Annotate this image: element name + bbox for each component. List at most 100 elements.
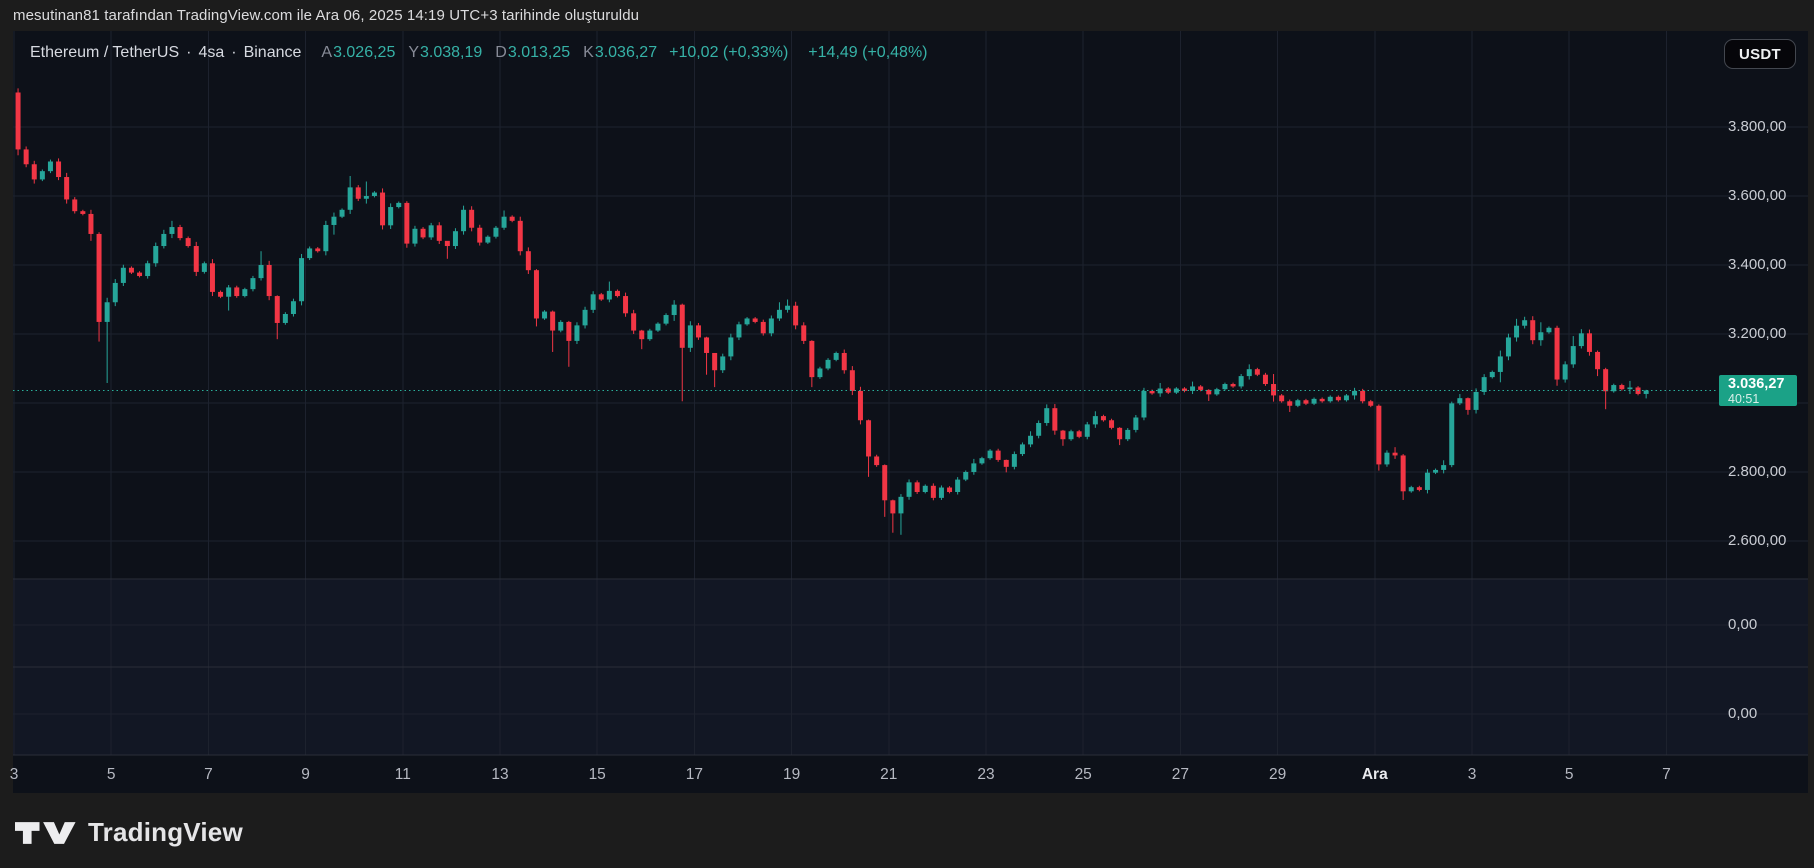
candle-body [614, 290, 620, 297]
candle-body [744, 318, 750, 325]
candle-body [776, 309, 782, 319]
candle-body [1222, 384, 1228, 390]
candle-body [1198, 386, 1204, 390]
candle-body [1230, 384, 1236, 387]
candle-body [47, 161, 53, 172]
separator-dot: · [186, 44, 192, 61]
candle-body [1505, 337, 1511, 357]
candle-body [1376, 405, 1382, 465]
candle-body [469, 209, 475, 228]
candle-body [1586, 333, 1592, 352]
time-axis-label: 3 [9, 766, 19, 783]
indicator-pane-1 [13, 579, 1808, 667]
candle-body [444, 240, 450, 247]
candle-body [80, 211, 86, 214]
candle-body [785, 305, 791, 310]
candle-body [1489, 371, 1495, 378]
candle-body [145, 263, 151, 277]
chart-frame: Ethereum / TetherUS · 4sa · Binance A3.0… [10, 31, 1808, 793]
candle-body [655, 323, 661, 331]
candle-body [1271, 384, 1277, 396]
price-axis-label: 2.800,00 [1728, 463, 1787, 480]
candle-body [825, 359, 831, 369]
candle-body [15, 92, 21, 150]
ohlc-value: 3.026,25 [333, 44, 396, 61]
price-axis-label: 3.800,00 [1728, 118, 1787, 135]
sub-pane-value-label: 0,00 [1728, 616, 1758, 633]
candle-body [315, 248, 321, 252]
candle-body [1279, 395, 1285, 402]
candle-body [1392, 452, 1398, 456]
time-axis-label: 7 [1662, 766, 1671, 783]
time-axis-label: 15 [588, 766, 606, 783]
time-axis-label: 3 [1467, 766, 1477, 783]
candle-body [857, 390, 863, 421]
candle-body [112, 282, 118, 303]
candle-body [1295, 400, 1301, 406]
candle-body [1619, 385, 1625, 390]
candle-body [1481, 377, 1487, 392]
candle-body [290, 301, 296, 314]
candle-body [801, 325, 807, 341]
candle-body [768, 318, 774, 334]
currency-button[interactable]: USDT [1724, 39, 1796, 69]
candle-body [209, 263, 215, 292]
chart-legend: Ethereum / TetherUS · 4sa · Binance A3.0… [30, 44, 928, 62]
tradingview-logo[interactable]: TradingView [15, 817, 243, 848]
candle-body [153, 246, 159, 264]
candle-body [1125, 429, 1131, 440]
candle-body [1546, 327, 1552, 333]
candle-body [388, 207, 394, 226]
countdown-timer: 40:51 [1728, 391, 1760, 406]
candle-body [137, 272, 143, 277]
candle-body [1514, 325, 1520, 338]
candle-body [582, 309, 588, 326]
ohlc-letter: K [583, 44, 594, 61]
candle-body [574, 325, 580, 341]
time-axis-label: 7 [204, 766, 213, 783]
candle-body [461, 209, 467, 232]
candle-body [412, 228, 418, 244]
ohlc-value: 3.013,25 [507, 44, 571, 61]
candle-body [380, 192, 386, 226]
candle-body [695, 325, 701, 338]
candle-body [1368, 401, 1374, 406]
change-value: +10,02 (+0,33%) [669, 44, 789, 61]
candle-body [104, 302, 110, 322]
candle-body [266, 265, 272, 297]
ohlc-letter: Y [408, 44, 420, 61]
candle-body [971, 463, 977, 472]
candle-body [509, 216, 515, 221]
candle-body [1457, 398, 1463, 404]
candle-body [647, 330, 653, 340]
candle-body [1036, 423, 1042, 436]
time-axis-label: 17 [685, 766, 704, 783]
candle-body [477, 227, 483, 243]
candle-body [88, 213, 94, 234]
candle-body [258, 265, 264, 279]
candle-body [501, 216, 507, 228]
candle-body [898, 496, 904, 514]
time-axis-label: 21 [880, 766, 898, 783]
candle-body [1246, 369, 1252, 377]
ohlc-value: 3.036,27 [594, 44, 658, 61]
time-axis-label: 5 [106, 766, 116, 783]
candle-body [1092, 416, 1098, 425]
candle-body [704, 337, 710, 353]
candle-body [274, 296, 280, 323]
candle-body [1011, 454, 1017, 467]
candlestick-chart [13, 31, 1808, 756]
time-axis-label: 19 [782, 766, 801, 783]
separator-dot: · [231, 44, 237, 61]
candle-body [906, 482, 912, 497]
candle-body [347, 187, 353, 210]
candle-body [566, 321, 572, 341]
candle-body [1068, 431, 1074, 440]
candle-body [1181, 388, 1187, 391]
candle-body [1530, 320, 1536, 341]
candle-body [623, 296, 629, 314]
candle-body [1335, 396, 1341, 401]
time-axis-label: 25 [1074, 766, 1092, 783]
candle-body [1554, 327, 1560, 380]
price-axis-label: 3.200,00 [1728, 325, 1787, 342]
